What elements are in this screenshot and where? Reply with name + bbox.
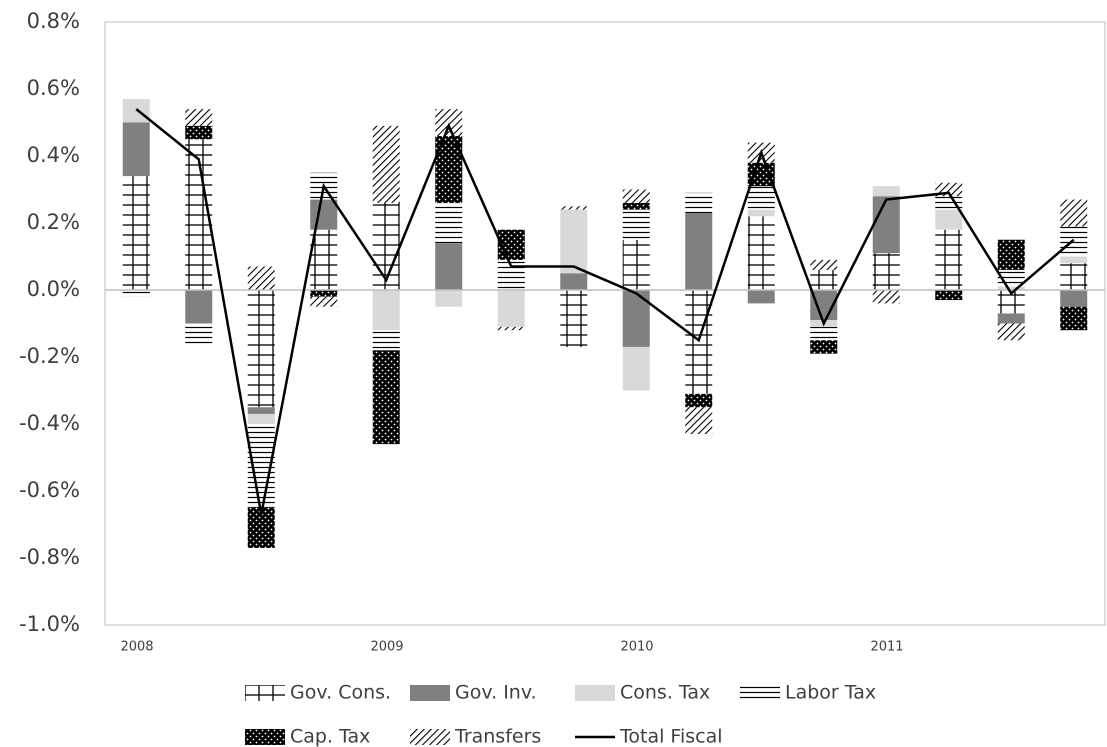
- bar-segment: [935, 196, 963, 210]
- bar-segment: [997, 313, 1025, 324]
- bar-segment: [122, 290, 150, 297]
- bar-segment: [622, 290, 650, 347]
- bar-segment: [685, 290, 713, 394]
- bar-segment: [372, 350, 400, 445]
- bar-segment: [747, 216, 775, 290]
- legend-label: Total Fiscal: [619, 726, 723, 747]
- bar-segment: [810, 259, 838, 270]
- bar-segment: [747, 290, 775, 304]
- bar-segment: [247, 413, 275, 424]
- bar-segment: [810, 269, 838, 290]
- legend-swatch: [245, 685, 285, 701]
- bar-segment: [872, 253, 900, 290]
- bar-segment: [560, 290, 588, 347]
- bar-segment: [1060, 263, 1088, 290]
- bar-segment: [685, 192, 713, 213]
- bar-segment: [497, 326, 525, 331]
- bar-segment: [997, 290, 1025, 314]
- x-tick-label: 2008: [120, 640, 153, 655]
- bar-segment: [622, 209, 650, 240]
- y-tick-label: 0.2%: [27, 210, 80, 234]
- bar-segment: [310, 290, 338, 297]
- bar-segment: [1060, 306, 1088, 331]
- total-line: [135, 108, 1075, 515]
- bar-segment: [560, 209, 588, 274]
- y-tick-label: 0.6%: [27, 76, 80, 100]
- bar-segment: [997, 239, 1025, 270]
- bar-segment: [622, 189, 650, 203]
- bar-segment: [122, 99, 150, 123]
- legend-swatch: [740, 685, 780, 701]
- bar-segment: [622, 239, 650, 290]
- bar-segment: [935, 290, 963, 301]
- bar-segment: [1060, 226, 1088, 257]
- y-tick-label: -1.0%: [19, 612, 80, 636]
- bar-segment: [435, 202, 463, 244]
- bar-segment: [685, 212, 713, 290]
- legend-swatch: [575, 685, 615, 701]
- bar-segment: [122, 122, 150, 177]
- bar-segment: [622, 202, 650, 210]
- bar-segment: [747, 209, 775, 217]
- bar-segment: [372, 330, 400, 351]
- bar-segment: [372, 202, 400, 290]
- bar-segment: [435, 109, 463, 136]
- y-tick-label: -0.4%: [19, 411, 80, 435]
- bar-segment: [310, 296, 338, 307]
- x-tick-label: 2010: [620, 640, 653, 655]
- bar-segment: [1060, 256, 1088, 264]
- legend-swatch: [410, 685, 450, 701]
- bar-segment: [185, 125, 213, 140]
- y-tick-label: -0.8%: [19, 545, 80, 569]
- bar-segment: [122, 176, 150, 290]
- bar-segment: [1060, 290, 1088, 307]
- bar-segment: [935, 209, 963, 230]
- bar-segment: [685, 407, 713, 435]
- plot-frame: [104, 21, 1106, 626]
- legend-swatch: [410, 729, 450, 745]
- x-tick-label: 2009: [370, 640, 403, 655]
- legend-label: Cons. Tax: [620, 682, 710, 704]
- legend-label: Transfers: [454, 726, 541, 747]
- bar-segment: [185, 323, 213, 344]
- bar-segment: [810, 326, 838, 341]
- bar-segment: [247, 290, 275, 408]
- bar-segment: [372, 290, 400, 331]
- bar-segment: [185, 109, 213, 126]
- bar-segment: [560, 206, 588, 210]
- y-tick-label: 0.4%: [27, 143, 80, 167]
- bar-segment: [872, 186, 900, 197]
- bar-segment: [997, 323, 1025, 341]
- bar-segment: [872, 290, 900, 304]
- y-tick-label: -0.2%: [19, 344, 80, 368]
- bar-segment: [810, 340, 838, 354]
- bar-segment: [497, 290, 525, 327]
- bar-segment: [872, 196, 900, 254]
- legend-label: Labor Tax: [785, 682, 876, 704]
- legend-label: Cap. Tax: [290, 726, 370, 747]
- bar-segment: [935, 229, 963, 290]
- y-tick-label: -0.6%: [19, 478, 80, 502]
- bar-segment: [372, 125, 400, 203]
- bar-segment: [435, 290, 463, 307]
- bar-segment: [685, 393, 713, 408]
- bar-segment: [310, 199, 338, 230]
- bar-segment: [560, 273, 588, 290]
- legend-swatch: [245, 729, 285, 745]
- bar-segment: [747, 186, 775, 210]
- bar-segment: [997, 286, 1025, 290]
- y-tick-label: 0.8%: [27, 9, 80, 33]
- bar-segment: [247, 266, 275, 290]
- bar-segment: [185, 290, 213, 324]
- legend-label: Gov. Inv.: [455, 682, 537, 704]
- bar-segment: [1060, 199, 1088, 227]
- legend-label: Gov. Cons.: [290, 682, 391, 704]
- bar-segment: [247, 407, 275, 414]
- bar-segment: [622, 346, 650, 391]
- bar-segment: [435, 243, 463, 290]
- x-tick-label: 2011: [870, 640, 903, 655]
- y-tick-label: 0.0%: [27, 277, 80, 301]
